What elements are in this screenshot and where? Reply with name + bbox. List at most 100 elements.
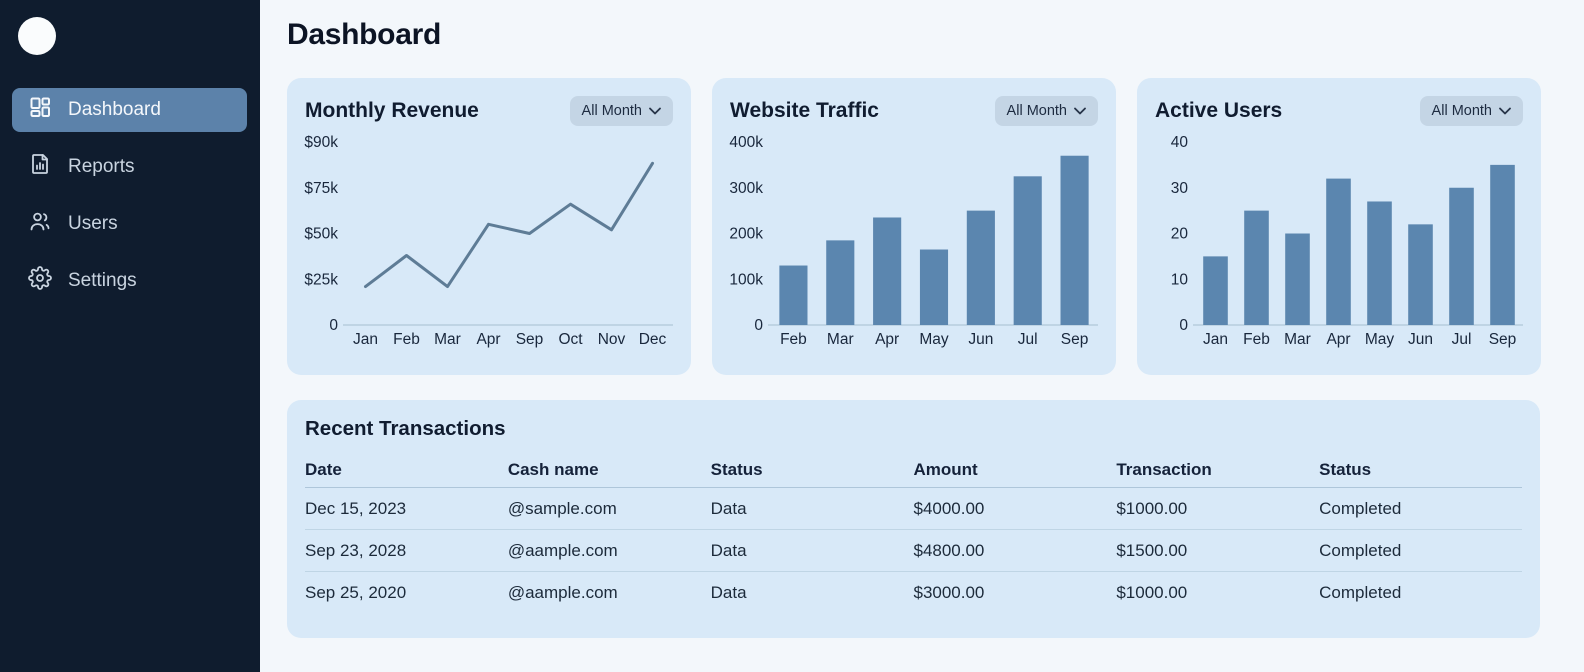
table-cell: $4800.00 [913, 540, 985, 560]
svg-text:300k: 300k [729, 180, 763, 197]
svg-text:May: May [919, 331, 949, 348]
svg-text:Jul: Jul [1452, 331, 1472, 348]
svg-text:Feb: Feb [1243, 331, 1270, 348]
table-cell: Sep 25, 2020 [305, 583, 407, 602]
users-icon [28, 209, 52, 239]
table-row: Sep 25, 2020 @aample.com Data $3000.00 $1000… [305, 572, 1522, 614]
svg-text:200k: 200k [729, 226, 763, 243]
svg-text:Jan: Jan [353, 331, 378, 348]
recent-transactions-card: Recent Transactions Date Cash name Status A… [287, 400, 1540, 638]
svg-text:$75k: $75k [304, 180, 338, 197]
website-traffic-chart: 400k 300k 200k 100k 0 Feb Mar Apr May Jun Jul Sep [728, 130, 1100, 365]
table-cell: @aample.com [507, 583, 618, 602]
logo-circle [18, 17, 56, 55]
chevron-down-icon [649, 103, 661, 119]
card-title: Active Users [1155, 99, 1283, 122]
table-cell: Sep 23, 2028 [305, 540, 407, 560]
table-cell: Completed [1319, 583, 1402, 602]
svg-text:Sep: Sep [1061, 331, 1089, 348]
sidebar-item-reports[interactable]: Reports [12, 145, 247, 189]
table-title: Recent Transactions [305, 417, 506, 440]
svg-text:10: 10 [1171, 271, 1189, 288]
svg-text:Apr: Apr [476, 331, 500, 348]
active-users-card: Active Users All Month 40 30 20 10 0 Jan Feb Ma… [1137, 78, 1541, 375]
svg-text:0: 0 [754, 317, 763, 334]
table-cell: Data [710, 583, 747, 602]
svg-text:Dec: Dec [639, 331, 667, 348]
card-title: Monthly Revenue [305, 99, 479, 122]
dashboard-grid-icon [28, 95, 52, 125]
chevron-down-icon [1074, 103, 1086, 119]
table-cell: @sample.com [507, 498, 617, 518]
table-cell: Completed [1319, 498, 1402, 518]
table-cell: $4000.00 [913, 498, 985, 518]
chevron-down-icon [1499, 103, 1511, 119]
table-cell: Dec 15, 2023 [305, 498, 407, 518]
svg-text:Jul: Jul [1018, 331, 1038, 348]
sidebar: Dashboard Reports [0, 0, 260, 672]
table-cell: Data [710, 498, 747, 518]
dropdown-label: All Month [1006, 103, 1067, 119]
sidebar-item-label: Users [68, 213, 118, 234]
svg-text:Sep: Sep [516, 331, 544, 348]
svg-text:Mar: Mar [434, 331, 461, 348]
svg-text:$90k: $90k [304, 134, 338, 151]
sidebar-item-dashboard[interactable]: Dashboard [12, 88, 247, 132]
table-cell: Data [710, 540, 747, 560]
table-header-row: Date Cash name Status Amount Transaction Stat… [305, 452, 1522, 488]
svg-text:Feb: Feb [780, 331, 807, 348]
sidebar-item-label: Reports [68, 156, 135, 177]
dropdown-label: All Month [581, 103, 642, 119]
svg-text:Apr: Apr [1326, 331, 1350, 348]
svg-text:0: 0 [1179, 317, 1188, 334]
svg-text:40: 40 [1171, 134, 1189, 151]
monthly-revenue-card: Monthly Revenue All Month $90k $75k $50k $2… [287, 78, 691, 375]
monthly-revenue-chart: $90k $75k $50k $25k 0 Jan Feb Mar Apr Sep Oct Nov De… [303, 130, 675, 365]
active-users-chart: 40 30 20 10 0 Jan Feb Mar Apr May Jun Jul Sep [1153, 130, 1525, 365]
table-cell: Completed [1319, 540, 1402, 560]
column-header: Status [710, 459, 763, 479]
svg-text:Nov: Nov [598, 331, 626, 348]
table-row: Dec 15, 2023 @sample.com Data $4000.00 $1000… [305, 488, 1522, 530]
svg-text:20: 20 [1171, 226, 1189, 243]
svg-text:Apr: Apr [875, 331, 899, 348]
svg-text:May: May [1365, 331, 1395, 348]
svg-text:Oct: Oct [558, 331, 583, 348]
month-filter-dropdown[interactable]: All Month [1419, 96, 1523, 126]
column-header: Amount [913, 459, 978, 479]
table-cell: $1500.00 [1116, 540, 1188, 560]
card-title: Website Traffic [730, 99, 879, 122]
column-header: Transaction [1116, 459, 1212, 479]
svg-text:400k: 400k [729, 134, 763, 151]
svg-text:Jan: Jan [1203, 331, 1228, 348]
dropdown-label: All Month [1431, 103, 1492, 119]
table-cell: $3000.00 [913, 583, 985, 602]
website-traffic-card: Website Traffic All Month 400k 300k 200k 10… [712, 78, 1116, 375]
svg-text:Jun: Jun [1408, 331, 1433, 348]
column-header: Status [1319, 459, 1372, 479]
svg-text:Jun: Jun [968, 331, 993, 348]
table-cell: @aample.com [507, 540, 618, 560]
sidebar-item-settings[interactable]: Settings [12, 259, 247, 303]
svg-text:30: 30 [1171, 180, 1189, 197]
column-header: Cash name [507, 459, 599, 479]
sidebar-item-label: Settings [68, 270, 137, 291]
svg-text:100k: 100k [729, 271, 763, 288]
page-title: Dashboard [287, 18, 441, 51]
table-cell: $1000.00 [1116, 583, 1188, 602]
sidebar-item-label: Dashboard [68, 99, 161, 120]
month-filter-dropdown[interactable]: All Month [569, 96, 673, 126]
chart-cards-row: Monthly Revenue All Month $90k $75k $50k $2… [287, 78, 1568, 375]
svg-text:0: 0 [329, 317, 338, 334]
svg-text:Feb: Feb [393, 331, 420, 348]
sidebar-nav: Dashboard Reports [0, 88, 260, 303]
month-filter-dropdown[interactable]: All Month [994, 96, 1098, 126]
sidebar-item-users[interactable]: Users [12, 202, 247, 246]
svg-text:$50k: $50k [304, 226, 338, 243]
gear-icon [28, 266, 52, 296]
svg-text:Mar: Mar [827, 331, 854, 348]
svg-text:Mar: Mar [1284, 331, 1311, 348]
report-file-icon [28, 152, 52, 182]
transactions-table: Date Cash name Status Amount Transaction Stat… [305, 452, 1522, 614]
svg-text:$25k: $25k [304, 271, 338, 288]
